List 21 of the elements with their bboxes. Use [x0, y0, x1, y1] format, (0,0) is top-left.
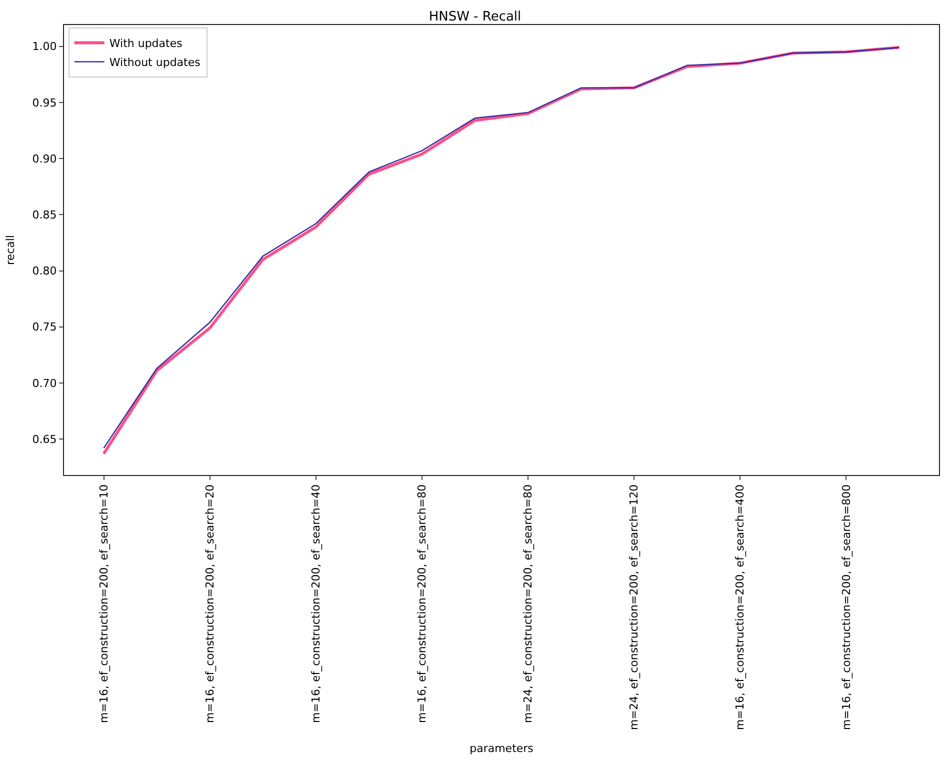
x-tick-label: m=16, ef_construction=200, ef_search=10 — [97, 484, 110, 723]
x-tick-label: m=16, ef_construction=200, ef_search=800 — [840, 484, 853, 730]
y-tick-label: 0.80 — [32, 264, 57, 278]
chart-title: HNSW - Recall — [428, 10, 522, 25]
y-axis-title: recall — [4, 235, 17, 265]
x-tick-label: m=16, ef_construction=200, ef_search=80 — [416, 484, 429, 723]
y-tick-label: 0.85 — [32, 208, 57, 222]
y-tick-label: 1.00 — [32, 40, 57, 54]
x-tick-label: m=24, ef_construction=200, ef_search=120 — [628, 484, 641, 730]
y-tick-label: 0.95 — [32, 96, 57, 110]
x-tick-label: m=16, ef_construction=200, ef_search=400 — [734, 484, 747, 730]
x-tick-label: m=24, ef_construction=200, ef_search=80 — [522, 484, 535, 723]
x-axis-title: parameters — [470, 742, 534, 756]
x-tick-label: m=16, ef_construction=200, ef_search=20 — [203, 484, 216, 723]
y-tick-label: 0.90 — [32, 152, 57, 166]
y-tick-label: 0.70 — [32, 376, 57, 390]
legend-label: Without updates — [109, 56, 201, 70]
y-tick-label: 0.65 — [32, 432, 57, 446]
x-tick-label: m=16, ef_construction=200, ef_search=40 — [309, 484, 322, 723]
y-tick-label: 0.75 — [32, 320, 57, 334]
legend-label: With updates — [109, 37, 183, 50]
